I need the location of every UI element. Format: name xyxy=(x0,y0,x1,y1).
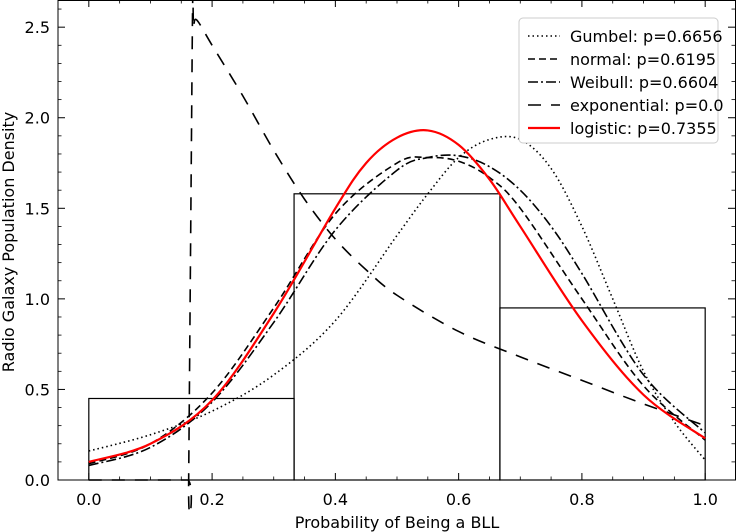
x-tick-label: 1.0 xyxy=(692,490,717,509)
x-tick-label: 0.6 xyxy=(446,490,471,509)
legend-label: exponential: p=0.0 xyxy=(570,96,724,115)
legend-label: Gumbel: p=0.6656 xyxy=(570,27,723,46)
series-line-1 xyxy=(88,156,706,465)
histogram-bar xyxy=(88,397,295,481)
y-axis-label: Radio Galaxy Population Density xyxy=(0,112,18,373)
y-tick-label: 0.0 xyxy=(25,471,50,490)
y-tick-label: 2.0 xyxy=(25,109,50,128)
y-tick-label: 1.5 xyxy=(25,199,50,218)
x-axis-label: Probability of Being a BLL xyxy=(295,513,500,532)
series-line-2 xyxy=(88,154,706,467)
legend-label: logistic: p=0.7355 xyxy=(570,119,717,138)
legend-label: normal: p=0.6195 xyxy=(570,50,716,69)
legend: Gumbel: p=0.6656 normal: p=0.6195 Weibull:… xyxy=(518,17,724,144)
x-tick-label: 0.0 xyxy=(76,490,101,509)
series-line-3 xyxy=(88,0,706,515)
series-line-0 xyxy=(88,135,706,461)
x-tick-label: 0.2 xyxy=(199,490,224,509)
y-tick-label: 1.0 xyxy=(25,290,50,309)
y-tick-label: 0.5 xyxy=(25,380,50,399)
x-tick-label: 0.4 xyxy=(323,490,348,509)
series-line-4 xyxy=(88,129,706,463)
legend-box xyxy=(518,17,719,144)
legend-label: Weibull: p=0.6604 xyxy=(570,73,718,92)
series-layer xyxy=(88,0,706,515)
ticks-layer: 0.0 0.2 0.4 0.6 0.8 1.0 0.0 0.5 1.0 1.5 2.0 2.5 xyxy=(25,0,735,509)
x-tick-label: 0.8 xyxy=(569,490,594,509)
y-tick-label: 2.5 xyxy=(25,18,50,37)
histogram-bar xyxy=(499,307,706,481)
